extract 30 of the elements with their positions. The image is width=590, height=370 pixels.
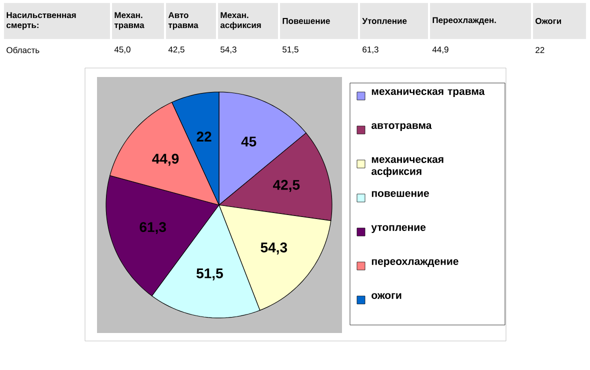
text: 22 (536, 47, 544, 53)
text: Насильственная смерть: (6, 12, 76, 30)
legend-label: переохлаждение (372, 259, 458, 268)
text: Область (6, 46, 40, 54)
text: Механ. травма (114, 12, 144, 30)
legend-label: повешение (372, 191, 429, 197)
data-label: 51,5 (196, 268, 223, 280)
data-label: 54,3 (260, 242, 288, 254)
data-label: 42,5 (273, 180, 300, 192)
data-label: 22 (196, 132, 212, 142)
text: 54,3 (220, 46, 236, 54)
data-label: 45 (241, 136, 256, 146)
text: 44,9 (432, 46, 448, 54)
text: 42,5 (168, 46, 184, 54)
text: 45,0 (114, 46, 130, 54)
text: 51,5 (282, 46, 298, 54)
legend-label: механическая травма (372, 89, 485, 98)
text: Утопление (362, 18, 407, 24)
text: 61,3 (362, 46, 378, 54)
legend-label: ожоги (372, 293, 402, 299)
legend-label: автотравма (372, 123, 432, 132)
text: Ожоги (536, 18, 562, 24)
text: Механ. асфиксия (220, 12, 261, 30)
data-label: 44,9 (152, 154, 179, 166)
legend-label: механическая асфиксия (372, 157, 444, 178)
legend-label: утопление (371, 225, 426, 234)
text: Переохлажден. (432, 17, 496, 25)
data-label: 61,3 (140, 222, 166, 234)
text: Авто травма (168, 12, 198, 30)
text: Повешение (282, 18, 330, 24)
